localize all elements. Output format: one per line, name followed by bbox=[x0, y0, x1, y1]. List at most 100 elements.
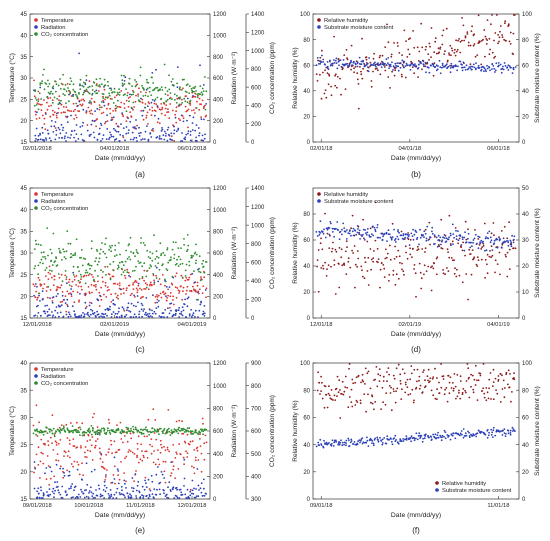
data-point bbox=[367, 445, 370, 447]
data-point bbox=[493, 67, 496, 70]
data-point bbox=[421, 59, 424, 62]
data-point bbox=[115, 254, 118, 256]
data-point bbox=[185, 133, 188, 136]
data-point bbox=[66, 115, 69, 118]
data-point bbox=[89, 439, 91, 441]
data-point bbox=[379, 73, 382, 76]
data-point bbox=[135, 489, 138, 492]
data-point bbox=[37, 304, 39, 307]
data-point bbox=[505, 255, 507, 258]
data-point bbox=[189, 139, 192, 142]
data-point bbox=[316, 389, 319, 392]
data-point bbox=[437, 234, 440, 237]
data-point bbox=[143, 269, 146, 272]
data-point bbox=[179, 86, 181, 89]
data-point bbox=[201, 417, 204, 420]
data-point bbox=[453, 373, 456, 375]
data-point bbox=[110, 250, 113, 253]
data-point bbox=[500, 230, 503, 232]
data-point bbox=[361, 235, 363, 238]
data-point bbox=[185, 263, 188, 266]
data-point bbox=[477, 259, 480, 261]
data-point bbox=[97, 90, 100, 92]
data-point bbox=[167, 108, 169, 111]
data-point bbox=[470, 30, 473, 32]
data-point bbox=[92, 276, 94, 278]
data-point bbox=[176, 66, 179, 68]
data-point bbox=[82, 492, 85, 495]
data-point bbox=[504, 64, 507, 67]
data-point bbox=[149, 489, 152, 492]
data-point bbox=[159, 88, 162, 90]
data-point bbox=[156, 428, 159, 431]
y-tick-label-left: 45 bbox=[20, 186, 27, 192]
data-point bbox=[464, 432, 467, 435]
data-point bbox=[459, 60, 462, 63]
data-point bbox=[467, 237, 469, 240]
data-point bbox=[431, 265, 433, 268]
data-point bbox=[147, 138, 150, 141]
data-point bbox=[331, 227, 334, 230]
data-point bbox=[343, 54, 346, 56]
data-point bbox=[87, 106, 90, 109]
data-point bbox=[94, 285, 97, 288]
data-point bbox=[199, 93, 202, 96]
data-point bbox=[190, 308, 193, 311]
data-point bbox=[108, 288, 110, 291]
data-point bbox=[198, 255, 201, 257]
data-point bbox=[463, 39, 465, 42]
data-point bbox=[430, 56, 432, 58]
data-point bbox=[166, 128, 169, 131]
data-point bbox=[457, 65, 459, 68]
data-point bbox=[385, 248, 387, 251]
data-point bbox=[198, 288, 201, 291]
data-point bbox=[452, 66, 455, 69]
data-point bbox=[126, 440, 129, 443]
data-point bbox=[120, 493, 123, 495]
data-point bbox=[337, 391, 340, 394]
data-point bbox=[374, 230, 377, 233]
y-axis-label-left: Relative humidity (%) bbox=[292, 400, 299, 461]
data-point bbox=[393, 377, 396, 380]
data-point bbox=[404, 236, 407, 239]
data-point bbox=[185, 293, 187, 295]
data-point bbox=[458, 237, 461, 240]
data-point bbox=[182, 309, 185, 312]
data-point bbox=[172, 84, 175, 87]
data-point bbox=[102, 99, 104, 102]
data-point bbox=[485, 399, 488, 402]
data-point bbox=[93, 90, 96, 93]
data-point bbox=[88, 110, 91, 113]
data-point bbox=[324, 63, 326, 66]
data-point bbox=[72, 274, 75, 276]
data-point bbox=[128, 449, 131, 451]
data-point bbox=[203, 458, 206, 461]
data-point bbox=[91, 119, 94, 122]
data-point bbox=[135, 470, 137, 472]
data-point bbox=[457, 239, 460, 242]
data-point bbox=[166, 98, 169, 101]
data-point bbox=[319, 73, 321, 76]
data-point bbox=[179, 453, 182, 455]
data-point bbox=[129, 258, 132, 261]
data-point bbox=[488, 66, 491, 69]
data-point bbox=[102, 134, 105, 137]
data-point bbox=[185, 91, 188, 93]
data-point bbox=[69, 456, 71, 459]
data-point bbox=[376, 436, 379, 439]
data-point bbox=[104, 96, 107, 99]
data-point bbox=[367, 370, 370, 373]
data-point bbox=[84, 282, 87, 285]
data-point bbox=[151, 106, 154, 109]
data-point bbox=[402, 438, 404, 440]
data-point bbox=[82, 312, 84, 314]
data-point bbox=[177, 247, 180, 250]
data-point bbox=[203, 118, 205, 121]
data-point bbox=[163, 254, 166, 257]
data-point bbox=[122, 441, 124, 444]
data-point bbox=[202, 84, 205, 86]
data-point bbox=[44, 128, 47, 131]
data-point bbox=[373, 438, 376, 441]
data-point bbox=[196, 96, 199, 99]
data-point bbox=[394, 283, 397, 286]
